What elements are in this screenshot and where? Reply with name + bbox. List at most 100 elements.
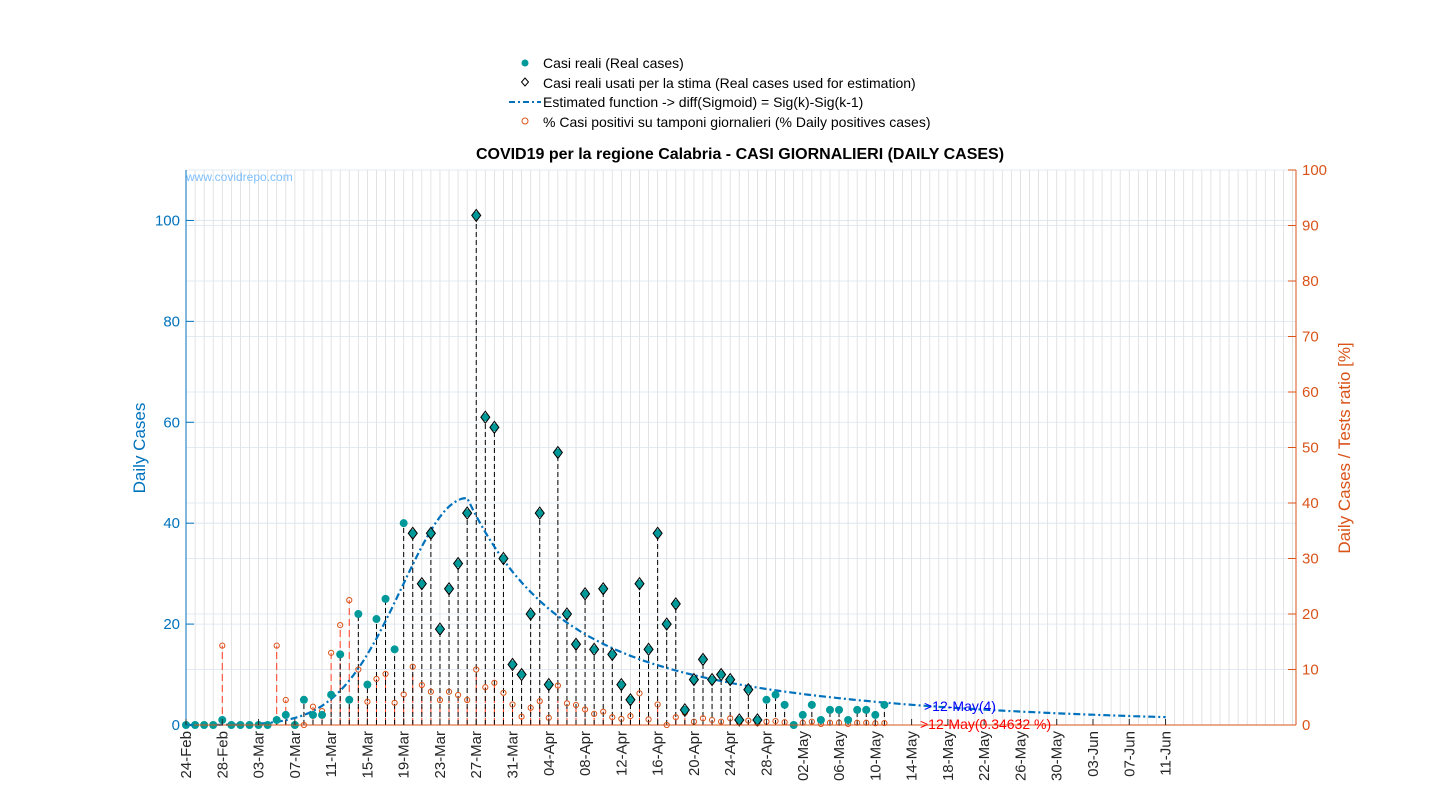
- used-case-marker: [716, 667, 727, 682]
- used-case-marker: [543, 677, 554, 692]
- used-case-marker: [589, 642, 600, 657]
- real-case-point: [417, 579, 426, 588]
- percent-point: [699, 715, 707, 722]
- real-case-point: [490, 423, 499, 432]
- real-case-point: [435, 625, 444, 634]
- percent-point: [708, 716, 716, 724]
- real-case-point: [553, 448, 562, 457]
- percent-point: [427, 688, 434, 695]
- percent-point: [600, 708, 607, 715]
- percent-point: [881, 719, 888, 727]
- y-right-tick-label: 90: [1302, 218, 1319, 235]
- used-case-marker: [725, 672, 736, 687]
- percent-point: [455, 691, 462, 699]
- used-case-marker: [634, 576, 645, 591]
- percent-point: [808, 718, 815, 725]
- real-case-point: [807, 700, 816, 709]
- legend: Casi reali (Real cases) Casi reali usati…: [503, 52, 977, 132]
- used-case-marker: [552, 445, 563, 460]
- y-left-tick-label: 100: [155, 212, 180, 229]
- percent-point: [563, 700, 571, 707]
- used-case-marker: [752, 713, 763, 727]
- percent-point: [445, 688, 453, 695]
- legend-marker-percent: [521, 117, 529, 125]
- watermark: www.covidrepo.com: [185, 170, 293, 184]
- annotation-percent: >12-May(0.34632 %): [920, 716, 1051, 732]
- y-right-tick-label: 30: [1302, 551, 1319, 568]
- real-case-point: [508, 660, 517, 669]
- percent-point: [400, 691, 407, 698]
- used-case-marker: [525, 607, 536, 621]
- used-case-marker: [443, 581, 455, 596]
- x-tick-label: 16-Apr: [650, 731, 667, 776]
- y-axis-right-label: Daily Cases / Tests ratio [%]: [1335, 342, 1354, 553]
- percent-point: [581, 706, 589, 713]
- real-case-point: [363, 680, 372, 689]
- estimated-curve-layer: [186, 496, 1166, 727]
- percent-point: [518, 713, 525, 720]
- percent-point: [309, 703, 317, 710]
- x-tick-label: 07-Mar: [287, 731, 304, 779]
- real-case-point: [426, 529, 435, 538]
- real-case-point: [662, 620, 671, 629]
- real-case-point: [880, 700, 889, 709]
- real-case-point: [871, 710, 880, 719]
- y-right-tick-label: 10: [1302, 662, 1319, 679]
- real-case-point: [853, 705, 862, 714]
- real-case-point: [653, 529, 662, 538]
- percent-point: [273, 642, 280, 649]
- y-right-tick-label: 60: [1302, 384, 1319, 401]
- percent-point: [373, 675, 380, 683]
- x-tick-label: 06-May: [831, 731, 848, 782]
- used-case-marker: [434, 622, 446, 636]
- used-case-marker: [616, 677, 627, 692]
- real-case-point: [798, 710, 807, 719]
- real-case-point: [844, 715, 853, 724]
- y-left-tick-label: 60: [163, 414, 180, 431]
- real-case-point: [472, 211, 481, 220]
- real-case-point: [689, 675, 698, 684]
- y-left-tick-label: 80: [163, 313, 180, 330]
- points-layer: [182, 208, 889, 729]
- percent-point: [745, 717, 752, 724]
- real-case-point: [372, 615, 381, 624]
- real-case-point: [454, 559, 463, 568]
- percent-point: [609, 714, 616, 721]
- used-case-marker: [416, 576, 427, 591]
- x-tick-label: 07-Jun: [1121, 731, 1138, 777]
- x-tick-label: 11-Mar: [323, 731, 340, 777]
- chart-title: COVID19 per la regione Calabria - CASI G…: [476, 146, 1004, 163]
- real-case-point: [590, 645, 599, 654]
- percent-point: [491, 679, 498, 686]
- used-case-marker: [489, 420, 500, 435]
- y-axis-left-label: Daily Cases: [130, 403, 149, 494]
- x-tick-label: 28-Apr: [758, 731, 775, 776]
- x-tick-label: 15-Mar: [359, 731, 376, 779]
- used-case-marker: [652, 526, 663, 541]
- x-tick-label: 18-May: [940, 731, 957, 782]
- ticks-layer: 0 20 40 60 80 100 0 10 20 30 40 50 60 70 80 90 100 24-Feb…: [155, 162, 1327, 781]
- legend-marker-real: [521, 59, 529, 67]
- used-case-marker: [507, 657, 518, 672]
- real-case-point: [463, 509, 472, 518]
- real-case-point: [354, 610, 363, 618]
- real-case-point: [272, 715, 281, 724]
- legend-box: [503, 52, 977, 132]
- used-case-marker: [625, 692, 636, 707]
- x-tick-label: 24-Apr: [722, 731, 739, 776]
- used-case-marker: [688, 672, 700, 687]
- real-case-point: [562, 610, 571, 618]
- y-right-tick-label: 20: [1302, 606, 1319, 623]
- real-case-point: [499, 554, 508, 563]
- real-case-point: [399, 519, 408, 528]
- real-case-point: [599, 584, 608, 593]
- used-case-marker: [661, 617, 672, 631]
- real-case-point: [771, 690, 780, 699]
- real-case-point: [816, 715, 825, 724]
- used-case-marker: [679, 703, 690, 717]
- real-case-point: [381, 594, 390, 603]
- y-right-tick-label: 40: [1302, 495, 1319, 512]
- legend-label-percent: % Casi positivi su tamponi giornalieri (…: [543, 114, 930, 130]
- used-case-marker: [670, 597, 681, 611]
- real-case-point: [825, 705, 834, 714]
